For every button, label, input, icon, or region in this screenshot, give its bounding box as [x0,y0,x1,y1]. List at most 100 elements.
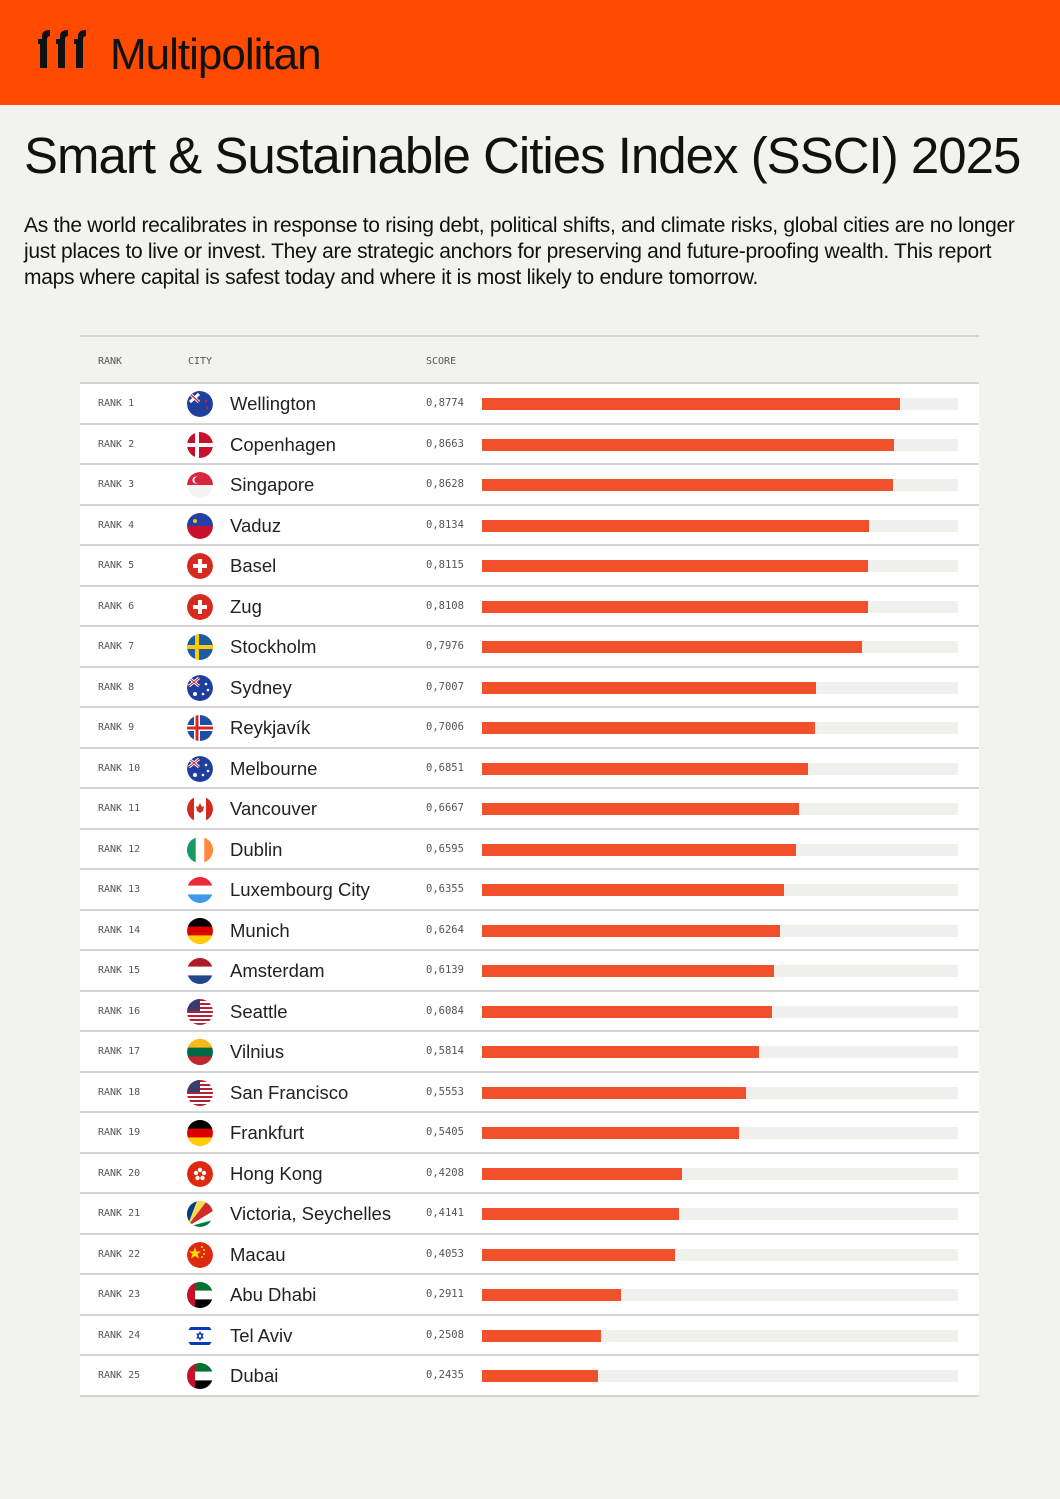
score-bar [482,924,781,937]
score-label: 0,6264 [426,923,464,936]
rank-label: RANK 23 [98,1289,141,1300]
score-bar-track [482,1248,958,1261]
score-label: 0,2911 [426,1288,464,1300]
score-bar-track [482,965,958,977]
australia-flag-icon [187,755,213,782]
brand-name: Multipolitan [110,30,322,79]
score-label: 0,8628 [426,478,464,490]
table-row: RANK 4 Vaduz 0,8134 [80,505,979,546]
hong-kong-flag-icon [187,1160,213,1187]
city-name: Vancouver [230,798,318,819]
table-header: RANK CITY SCORE [80,337,979,384]
city-name: Vaduz [230,514,282,536]
table-row: RANK 12 Dublin 0,6595 [80,829,979,870]
score-bar [482,762,809,775]
table-row: RANK 22 Macau 0,4053 [80,1234,979,1275]
score-bar [482,843,796,856]
table-row: RANK 9 Reykjavík 0,7006 [80,708,979,749]
city-name: Tel Aviv [230,1324,293,1346]
score-label: 0,7006 [426,721,464,733]
table-row: RANK 15 Amsterdam 0,6139 [80,951,979,992]
score-bar-track [482,438,958,451]
rank-label: RANK 13 [98,884,141,895]
ranking-table: RANK CITY SCORE RANK 1 Wellington 0,8774 RA… [80,335,979,1397]
city-name: Dubai [230,1365,279,1386]
score-bar [482,681,816,694]
australia-flag-icon [187,674,213,701]
score-label: 0,8134 [426,518,464,531]
rank-label: RANK 4 [98,519,135,531]
score-bar-track [482,1046,958,1058]
new-zealand-flag-icon [187,391,213,417]
israel-flag-icon [187,1322,213,1349]
score-bar-track [482,1289,958,1301]
table-row: RANK 18 San Francisco 0,5553 [80,1072,979,1113]
score-label: 0,4208 [426,1166,464,1179]
table-row: RANK 1 Wellington 0,8774 [80,384,979,425]
score-bar-track [482,762,958,775]
denmark-flag-icon [187,431,213,458]
ireland-flag-icon [187,836,213,863]
score-bar-track [482,479,958,491]
rank-label: RANK 16 [98,1005,141,1017]
rank-label: RANK 10 [98,762,141,774]
table-row: RANK 21 Victoria, Seychelles 0,4141 [80,1194,979,1235]
score-bar [482,1005,772,1018]
canada-flag-icon [187,796,213,822]
score-bar [482,560,869,572]
score-header: SCORE [426,356,457,367]
score-bar-track [482,1167,958,1180]
city-name: Luxembourg City [230,879,370,900]
city-name: Wellington [230,393,317,414]
usa-flag-icon [187,1079,213,1106]
score-label: 0,8115 [426,559,464,571]
luxembourg-flag-icon [187,877,213,903]
city-name: San Francisco [230,1081,349,1103]
score-label: 0,6851 [426,761,464,774]
score-label: 0,6595 [426,842,464,855]
switzerland-flag-icon [187,593,213,620]
score-bar-track [482,1370,958,1382]
city-name: Munich [230,919,290,941]
rank-label: RANK 19 [98,1127,141,1138]
score-label: 0,8663 [426,437,464,450]
score-label: 0,6355 [426,883,464,895]
city-name: Singapore [230,474,315,495]
city-name: Copenhagen [230,433,336,455]
city-header: CITY [188,356,213,367]
rank-label: RANK 7 [98,641,135,652]
score-bar-track [482,681,958,694]
switzerland-flag-icon [187,553,213,579]
score-bar [482,641,862,653]
score-bar-track [482,398,958,410]
table-row: RANK 24 Tel Aviv 0,2508 [80,1315,979,1356]
table-row: RANK 7 Stockholm 0,7976 [80,627,979,668]
rank-label: RANK 22 [98,1248,141,1260]
table-row: RANK 23 Abu Dhabi 0,2911 [80,1275,979,1316]
score-label: 0,4141 [426,1207,464,1219]
score-bar [482,519,870,532]
germany-flag-icon [187,917,213,944]
rank-label: RANK 25 [98,1370,141,1381]
score-bar [482,722,816,734]
table-row: RANK 13 Luxembourg City 0,6355 [80,870,979,911]
city-name: Zug [230,595,262,617]
table-row: RANK 3 Singapore 0,8628 [80,465,979,506]
score-bar [482,438,895,451]
score-label: 0,6667 [426,802,464,814]
table-row: RANK 25 Dubai 0,2435 [80,1356,979,1397]
city-name: Vilnius [230,1041,285,1062]
score-label: 0,2435 [426,1369,464,1381]
table-row: RANK 14 Munich 0,6264 [80,910,979,951]
netherlands-flag-icon [187,958,213,984]
city-name: Melbourne [230,757,318,779]
score-bar-track [482,843,958,856]
intro-text: As the world recalibrates in response to… [24,214,1015,289]
score-bar-track [482,641,958,653]
score-label: 0,8774 [426,397,464,409]
city-name: Seattle [230,1000,288,1022]
score-label: 0,2508 [426,1328,464,1341]
score-bar [482,600,868,613]
rank-label: RANK 15 [98,965,141,976]
score-bar-track [482,1005,958,1018]
